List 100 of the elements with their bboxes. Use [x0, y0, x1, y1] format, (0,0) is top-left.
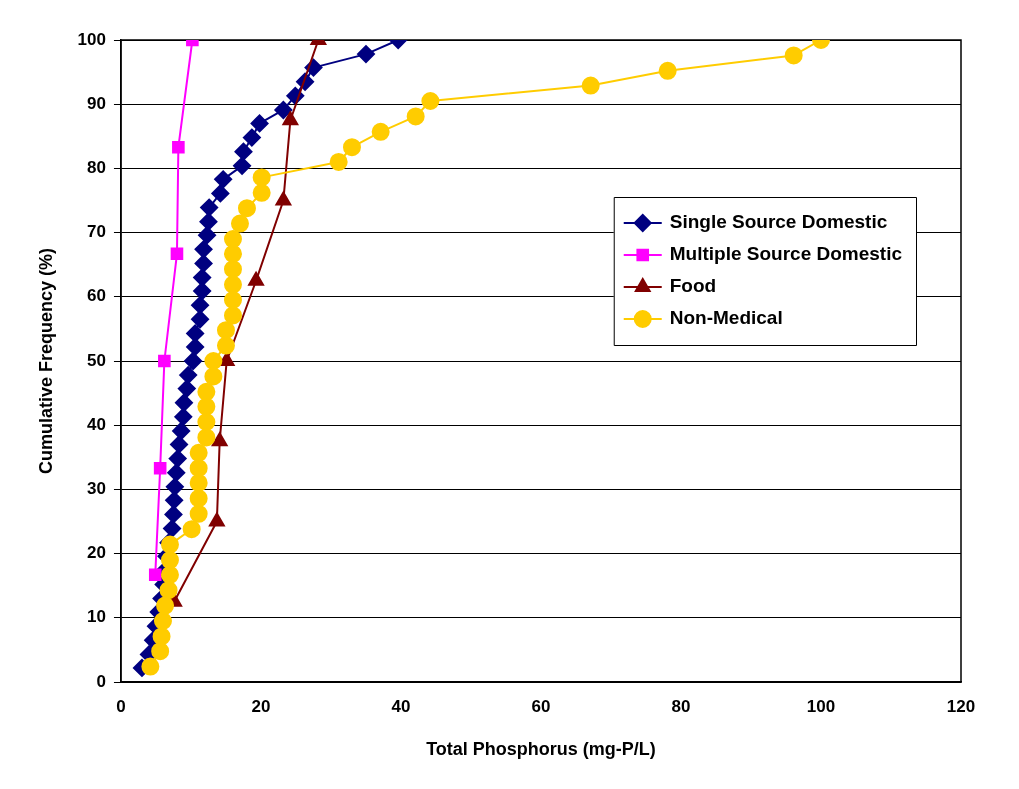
point	[223, 306, 242, 325]
point	[250, 114, 269, 133]
point	[159, 581, 178, 600]
y-tick-label: 80	[87, 158, 106, 178]
point	[242, 128, 261, 147]
point	[658, 61, 677, 80]
point	[141, 657, 160, 676]
point	[371, 122, 390, 141]
point	[211, 184, 230, 203]
point	[406, 107, 425, 126]
point	[197, 397, 216, 416]
x-tick-label: 40	[391, 696, 411, 716]
point	[223, 244, 242, 263]
point	[204, 367, 223, 386]
point	[164, 505, 183, 524]
point	[153, 461, 167, 475]
point	[342, 138, 361, 157]
point	[356, 45, 375, 64]
point	[186, 324, 205, 343]
point	[170, 247, 184, 261]
point	[216, 321, 235, 340]
point	[191, 296, 210, 315]
point	[160, 565, 179, 584]
point	[200, 198, 219, 217]
point	[160, 551, 179, 570]
x-tick-label: 80	[671, 696, 691, 716]
y-tick-label: 50	[87, 350, 106, 370]
point	[211, 432, 228, 447]
point	[170, 435, 189, 454]
y-tick-label: 100	[77, 29, 106, 49]
point	[168, 449, 187, 468]
point	[193, 282, 212, 301]
x-tick-label: 20	[251, 696, 271, 716]
point	[152, 627, 171, 646]
point	[184, 352, 203, 370]
y-tick-label: 60	[87, 286, 106, 306]
point	[189, 443, 208, 462]
point	[237, 199, 256, 218]
point	[189, 489, 208, 508]
point	[218, 352, 235, 366]
point	[234, 142, 253, 161]
point	[252, 183, 271, 202]
point	[194, 254, 213, 273]
legend-label: Non-Medical	[669, 307, 783, 329]
point	[165, 491, 184, 510]
point	[421, 91, 440, 110]
point	[189, 504, 208, 523]
point	[189, 459, 208, 478]
point	[165, 477, 184, 496]
point	[581, 76, 600, 95]
point	[274, 100, 293, 119]
point	[223, 230, 242, 249]
point	[158, 354, 171, 368]
x-tick-label: 0	[116, 696, 126, 716]
point	[156, 596, 175, 615]
point	[197, 382, 216, 401]
point	[199, 212, 218, 231]
y-tick-label: 90	[87, 93, 106, 113]
point	[182, 520, 201, 539]
point	[223, 275, 242, 294]
point	[197, 412, 216, 431]
point	[329, 152, 348, 171]
point	[174, 407, 193, 426]
point	[230, 214, 249, 233]
point	[233, 156, 252, 175]
y-tick-label: 30	[87, 479, 106, 499]
y-tick-label: 70	[87, 222, 106, 242]
y-tick-label: 40	[87, 414, 106, 434]
point	[172, 421, 191, 440]
x-tick-label: 100	[806, 696, 836, 716]
point	[172, 140, 185, 154]
point	[148, 568, 162, 582]
point	[177, 379, 196, 398]
point	[153, 612, 172, 631]
point	[204, 352, 223, 370]
point	[193, 268, 212, 287]
y-tick-label: 10	[87, 607, 106, 627]
point	[167, 463, 186, 482]
legend-label: Food	[669, 275, 717, 297]
y-axis-title: Cumulative Frequency (%)	[35, 247, 56, 475]
legend-label: Single Source Domestic	[669, 211, 888, 233]
point	[174, 393, 193, 412]
point	[784, 46, 803, 65]
point	[191, 310, 210, 329]
point	[163, 519, 182, 538]
x-tick-label: 60	[531, 696, 551, 716]
y-tick-label: 20	[87, 543, 106, 563]
point	[151, 642, 170, 661]
point	[282, 111, 299, 126]
legend-label: Multiple Source Domestic	[669, 243, 903, 265]
point	[198, 226, 217, 245]
point	[189, 473, 208, 492]
point	[197, 428, 216, 447]
point	[194, 240, 213, 259]
point	[223, 291, 242, 310]
x-axis-title: Total Phosphorus (mg-P/L)	[426, 739, 656, 760]
point	[252, 168, 271, 187]
point	[216, 336, 235, 355]
point	[179, 366, 198, 385]
y-tick-label: 0	[96, 671, 106, 691]
